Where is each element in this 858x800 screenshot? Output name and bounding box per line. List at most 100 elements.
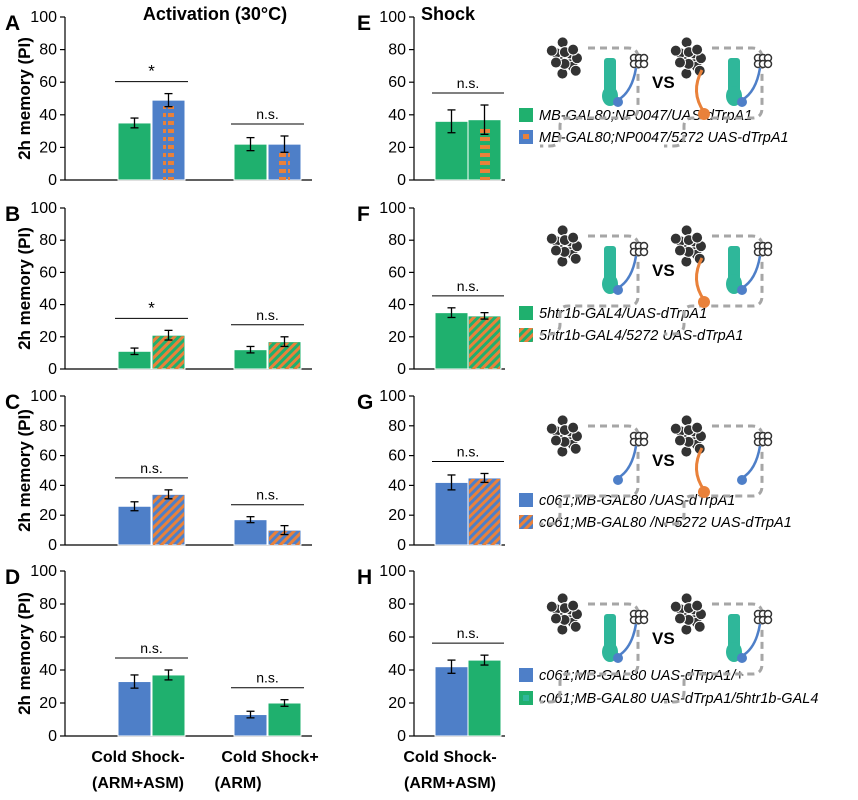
legend-label: c061;MB-GAL80 UAS-dTrpA1/+: [539, 668, 744, 684]
y-tick-label: 80: [388, 42, 406, 59]
y-tick-label: 20: [388, 139, 406, 156]
neuron-cluster-icon: [680, 36, 693, 49]
y-tick-label: 0: [48, 172, 57, 189]
mushroom-body-outline-icon: [540, 46, 640, 148]
neuron-cluster-icon: [545, 422, 558, 435]
significance-label: n.s.: [256, 307, 279, 323]
legend-swatch-dash: [523, 134, 529, 139]
bar-C-1-1: [117, 505, 152, 546]
y-tick-label: 0: [397, 361, 406, 378]
orange-node-icon: [698, 108, 710, 120]
y-tick-label: 40: [39, 662, 57, 679]
y-tick-label: 20: [388, 507, 406, 524]
bar-D-1-2: [151, 674, 186, 737]
panel-letter-A: A: [5, 12, 20, 35]
neuron-cluster-icon: [691, 231, 704, 244]
brain-schematic-icon: [540, 224, 649, 336]
mushroom-body-outline-icon: [540, 424, 640, 526]
legend-label: MB-GAL80;NP0047/UAS-dTrpA1: [539, 108, 752, 124]
neuron-cluster-icon: [556, 592, 569, 605]
teal-neuron-icon: [604, 246, 616, 280]
y-tick-label: 80: [39, 596, 57, 613]
x-label-3-line1: Cold Shock-: [403, 749, 496, 766]
x-label-2-line1: Cold Shock+: [221, 749, 318, 766]
neuron-cluster-icon: [549, 434, 562, 447]
blue-node-icon: [613, 97, 623, 107]
legend-swatch-dot: [523, 695, 529, 701]
y-tick-label: 40: [388, 297, 406, 314]
brain-schematic-icon: [664, 224, 773, 336]
y-tick-label: 100: [379, 388, 406, 405]
bar-F-1-1: [434, 312, 469, 370]
blue-projection-icon: [617, 445, 638, 480]
neuron-cluster-icon: [673, 56, 686, 69]
neuron-cluster-icon: [669, 232, 682, 245]
bar-G-1-1: [434, 481, 469, 546]
x-category-labels: Cold Shock- (ARM+ASM) Cold Shock+ (ARM) …: [91, 749, 496, 792]
chart-panel-G: G 0 20 40 60 80 100 n.s.: [357, 388, 505, 554]
small-cluster-icon: [763, 437, 773, 447]
bar-D-2-2: [267, 702, 302, 737]
neuron-cluster-icon: [567, 43, 580, 56]
y-tick-label: 0: [397, 537, 406, 554]
chart-panel-A: A 0 20 40 60 80 100 2h memory (PI) * n.s.: [5, 9, 312, 189]
y-tick-label: 20: [39, 139, 57, 156]
mushroom-body-outline-icon: [540, 234, 640, 336]
y-tick-label: 60: [39, 264, 57, 281]
panel-letter-H: H: [357, 566, 372, 589]
bar-D-1-1: [117, 681, 152, 737]
y-tick-label: 100: [30, 388, 57, 405]
neuron-cluster-icon: [569, 252, 582, 265]
neuron-cluster-icon: [693, 620, 706, 633]
y-tick-label: 20: [388, 695, 406, 712]
brain-schematic-icon: [540, 36, 649, 148]
y-tick-label: 60: [388, 264, 406, 281]
chart-panel-B: B 0 20 40 60 80 100 2h memory (PI) * n.s.: [5, 200, 312, 378]
bar-dash-overlay: [279, 150, 290, 180]
brain-schematic-icon: [664, 36, 773, 148]
brain-schematic-icon: [540, 414, 649, 526]
vs-label: VS: [652, 451, 675, 470]
y-tick-label: 40: [39, 297, 57, 314]
orange-node-icon: [698, 296, 710, 308]
y-tick-label: 100: [30, 9, 57, 26]
chart-panel-H: H 0 20 40 60 80 100 n.s.: [357, 563, 505, 745]
blue-node-icon: [737, 285, 747, 295]
vs-label: VS: [652, 629, 675, 648]
neuron-cluster-icon: [556, 36, 569, 49]
neuron-cluster-icon: [556, 414, 569, 427]
blue-node-icon: [613, 475, 623, 485]
y-tick-label: 20: [388, 329, 406, 346]
neuron-cluster-icon: [691, 43, 704, 56]
neuron-cluster-icon: [691, 599, 704, 612]
small-cluster-icon: [639, 615, 649, 625]
y-tick-label: 80: [39, 42, 57, 59]
neuron-cluster-icon: [680, 445, 693, 458]
neuron-cluster-icon: [556, 224, 569, 237]
legend-label: c061;MB-GAL80 UAS-dTrpA1/5htr1b-GAL4: [539, 691, 818, 707]
bar-hatch-overlay: [469, 316, 500, 369]
y-tick-label: 40: [388, 662, 406, 679]
neuron-cluster-icon: [556, 255, 569, 268]
teal-neuron-icon: [728, 246, 740, 280]
blue-node-icon: [613, 285, 623, 295]
teal-neuron-icon: [728, 58, 740, 92]
small-cluster-icon: [639, 59, 649, 69]
neuron-cluster-icon: [545, 600, 558, 613]
y-tick-label: 80: [388, 232, 406, 249]
bar-hatch-overlay: [269, 531, 300, 545]
y-tick-label: 60: [39, 448, 57, 465]
y-tick-label: 60: [388, 74, 406, 91]
legend-swatch-hatch: [519, 328, 533, 342]
y-tick-label: 100: [379, 563, 406, 580]
legend-swatch: [519, 493, 533, 507]
y-tick-label: 0: [48, 537, 57, 554]
mushroom-body-outline-icon: [664, 424, 764, 526]
x-label-3-line2: (ARM+ASM): [404, 775, 496, 792]
y-tick-label: 40: [39, 477, 57, 494]
neuron-cluster-icon: [669, 44, 682, 57]
chart-panel-D: D 0 20 40 60 80 100 2h memory (PI) n.s. n.s.: [5, 563, 312, 745]
blue-projection-icon: [617, 255, 638, 290]
significance-label: n.s.: [457, 75, 480, 91]
